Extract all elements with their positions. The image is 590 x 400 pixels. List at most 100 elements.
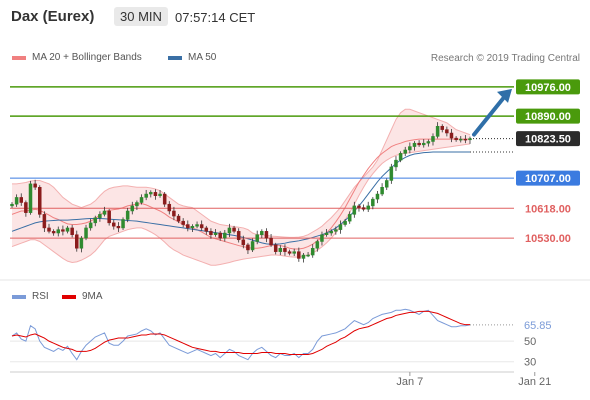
candle-body bbox=[435, 125, 440, 137]
candle-body bbox=[310, 248, 315, 256]
candle-body bbox=[232, 227, 236, 232]
support-label-10530.00: 10530.00 bbox=[525, 233, 571, 245]
candle-body bbox=[28, 183, 33, 213]
candle-body bbox=[172, 210, 176, 217]
timeframe-badge[interactable]: 30 MIN bbox=[114, 7, 168, 26]
candle-body bbox=[375, 193, 380, 200]
candle-body bbox=[93, 217, 98, 224]
candle-body bbox=[315, 241, 320, 249]
candle-body bbox=[366, 205, 370, 210]
candle-body bbox=[361, 207, 366, 210]
candle-body bbox=[250, 241, 255, 251]
research-credit: Research © 2019 Trading Central bbox=[430, 53, 580, 64]
candle-body bbox=[181, 220, 185, 225]
candle-body bbox=[380, 187, 384, 195]
candle-body bbox=[264, 231, 269, 239]
candle-body bbox=[269, 237, 273, 246]
pivot-label-10707.00: 10707.00 bbox=[525, 173, 571, 185]
candle-body bbox=[61, 229, 65, 232]
rsi-line bbox=[11, 308, 471, 361]
candle-body bbox=[347, 214, 352, 222]
pivot-box-10707.00 bbox=[516, 170, 580, 186]
candle-body bbox=[47, 227, 51, 232]
candle-body bbox=[260, 231, 264, 235]
candle-body bbox=[454, 137, 458, 141]
candle-body bbox=[14, 197, 19, 205]
candle-body bbox=[287, 251, 292, 254]
candle-body bbox=[70, 227, 74, 235]
candle-body bbox=[389, 166, 394, 181]
rsi-ma9-line bbox=[11, 310, 470, 356]
candle-body bbox=[297, 251, 301, 259]
candle-body bbox=[283, 248, 287, 252]
legend-ma50: MA 50 bbox=[168, 52, 216, 63]
rsi-tick-label-50: 50 bbox=[524, 336, 536, 348]
candle-body bbox=[463, 138, 468, 141]
legend-ma-bands: MA 20 + Bollinger Bands bbox=[12, 52, 142, 63]
last-price-box bbox=[516, 131, 580, 147]
candle-body bbox=[301, 254, 306, 259]
candle-body bbox=[10, 203, 14, 207]
ma50-swatch bbox=[168, 55, 182, 60]
candle-body bbox=[412, 142, 417, 147]
bollinger-band-fill bbox=[12, 109, 470, 266]
target-label-10976.00: 10976.00 bbox=[525, 82, 571, 94]
ma50-label: MA 50 bbox=[188, 52, 217, 63]
candle-body bbox=[102, 210, 107, 215]
candle-body bbox=[320, 234, 324, 242]
support-label-10618.00: 10618.00 bbox=[525, 203, 571, 215]
candle-body bbox=[190, 225, 195, 229]
candle-body bbox=[292, 251, 296, 254]
candle-body bbox=[56, 229, 61, 234]
candle-body bbox=[112, 222, 116, 227]
candle-body bbox=[144, 193, 148, 198]
ma-bands-label: MA 20 + Bollinger Bands bbox=[32, 52, 142, 63]
ma9-label: 9MA bbox=[82, 291, 103, 302]
candle-body bbox=[371, 198, 375, 207]
ma50-line bbox=[11, 151, 470, 245]
candle-body bbox=[421, 142, 426, 146]
candle-body bbox=[149, 192, 153, 195]
rsi-swatch bbox=[12, 294, 26, 299]
candle-body bbox=[186, 224, 190, 229]
candle-body bbox=[199, 224, 204, 229]
forecast-arrow-shaft bbox=[472, 92, 508, 137]
candle-body bbox=[278, 248, 283, 252]
candle-body bbox=[79, 237, 84, 249]
candle-body bbox=[107, 210, 111, 224]
candle-body bbox=[343, 220, 347, 225]
candle-body bbox=[176, 215, 181, 222]
candle-body bbox=[204, 227, 209, 232]
last-price-label: 10823.50 bbox=[525, 134, 571, 146]
candle-body bbox=[329, 231, 333, 234]
candle-body bbox=[223, 232, 227, 239]
candle-body bbox=[352, 205, 357, 215]
rsi-last-label: 65.85 bbox=[524, 320, 552, 332]
candle-body bbox=[130, 205, 135, 212]
candle-body bbox=[394, 159, 398, 168]
candle-body bbox=[324, 232, 329, 235]
ma20-line bbox=[11, 138, 470, 250]
candle-body bbox=[236, 231, 241, 241]
candle-body bbox=[398, 153, 403, 161]
candle-body bbox=[246, 244, 250, 251]
candle-body bbox=[153, 192, 158, 196]
candle-body bbox=[33, 183, 37, 188]
candle-body bbox=[195, 224, 199, 227]
candle-body bbox=[241, 239, 246, 246]
candle-body bbox=[408, 146, 412, 151]
instrument-title: Dax (Eurex) bbox=[11, 8, 95, 25]
legend-rsi: RSI bbox=[12, 291, 49, 302]
candle-body bbox=[19, 197, 24, 203]
target-box-10976.00 bbox=[516, 79, 580, 95]
target-box-10890.00 bbox=[516, 108, 580, 124]
target-label-10890.00: 10890.00 bbox=[525, 111, 571, 123]
candle-body bbox=[135, 202, 139, 207]
candle-body bbox=[158, 193, 162, 196]
candle-body bbox=[42, 214, 47, 229]
candle-body bbox=[24, 202, 28, 213]
rsi-tick-label-30: 30 bbox=[524, 357, 536, 369]
time-tick-label: Jan 21 bbox=[518, 376, 551, 388]
time-tick-label: Jan 7 bbox=[396, 376, 423, 388]
